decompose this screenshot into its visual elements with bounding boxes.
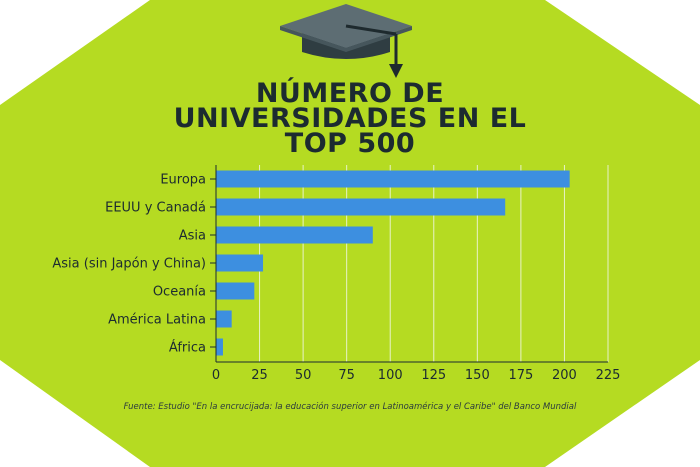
bar-5: [216, 310, 232, 328]
chart-title-line-2: UNIVERSIDADES EN EL: [173, 103, 527, 134]
bar-3: [216, 254, 264, 272]
x-tick-label-1: 25: [251, 368, 268, 383]
x-tick-label-8: 200: [552, 368, 577, 383]
category-label-4: Oceanía: [153, 285, 206, 300]
category-label-0: Europa: [160, 173, 206, 188]
category-label-2: Asia: [179, 229, 206, 244]
source-note: Fuente: Estudio "En la encrucijada: la e…: [123, 402, 577, 412]
graduation-cap-icon: [280, 4, 412, 78]
chart-title-line-1: NÚMERO DE: [255, 78, 445, 109]
x-tick-label-5: 125: [421, 368, 446, 383]
category-label-6: África: [169, 340, 206, 356]
bar-2: [216, 226, 373, 244]
chart-title-line-3: TOP 500: [284, 128, 416, 159]
x-tick-label-2: 50: [295, 368, 312, 383]
category-label-1: EEUU y Canadá: [105, 201, 206, 216]
bar-4: [216, 282, 255, 300]
x-tick-label-0: 0: [212, 368, 220, 383]
x-tick-label-6: 150: [465, 368, 490, 383]
category-label-5: América Latina: [108, 313, 206, 328]
category-label-3: Asia (sin Japón y China): [52, 257, 206, 272]
x-tick-label-4: 100: [378, 368, 403, 383]
x-tick-label-9: 225: [596, 368, 621, 383]
x-tick-label-3: 75: [338, 368, 355, 383]
bar-6: [216, 338, 223, 356]
bar-1: [216, 198, 506, 216]
x-tick-label-7: 175: [508, 368, 533, 383]
bar-0: [216, 170, 570, 188]
